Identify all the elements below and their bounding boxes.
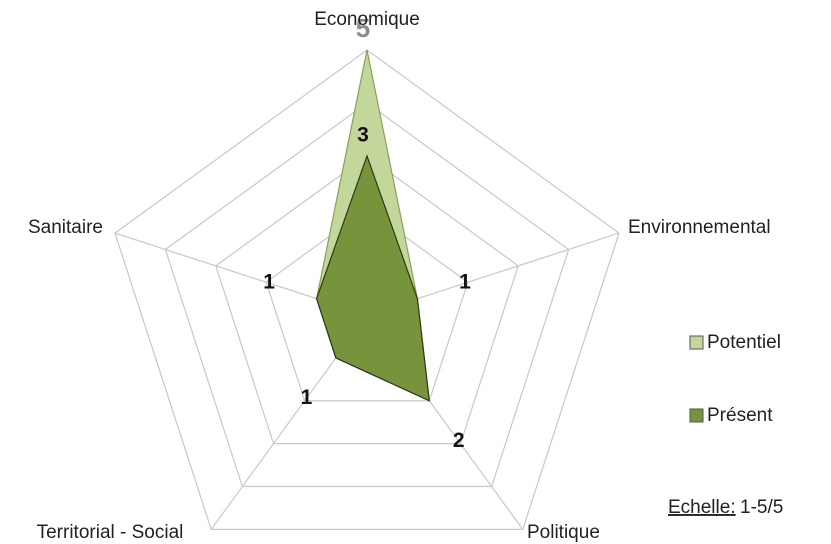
legend-swatch [689, 408, 704, 423]
data-label: 2 [453, 429, 465, 452]
grid-ring [215, 155, 519, 445]
data-label: 1 [301, 386, 313, 409]
category-label: Economique [314, 9, 420, 30]
grid-ring [114, 49, 620, 530]
series-area [315, 154, 431, 402]
data-label: 1 [459, 271, 471, 294]
data-label: 1 [263, 271, 275, 294]
category-label: Environnemental [628, 217, 771, 238]
category-label: Sanitaire [28, 217, 103, 238]
scale-value: 1-5/5 [740, 497, 783, 518]
legend-label: Présent [707, 405, 773, 426]
category-label: Territorial - Social [37, 522, 184, 543]
category-label: Politique [527, 522, 600, 543]
legend-swatch [689, 335, 704, 350]
legend-label: Potentiel [707, 332, 781, 353]
scale-label: Echelle: [668, 497, 736, 518]
grid-ring [164, 102, 570, 488]
data-label: 5 [356, 13, 370, 43]
grid-ring [265, 208, 469, 402]
data-label: 3 [357, 124, 369, 147]
